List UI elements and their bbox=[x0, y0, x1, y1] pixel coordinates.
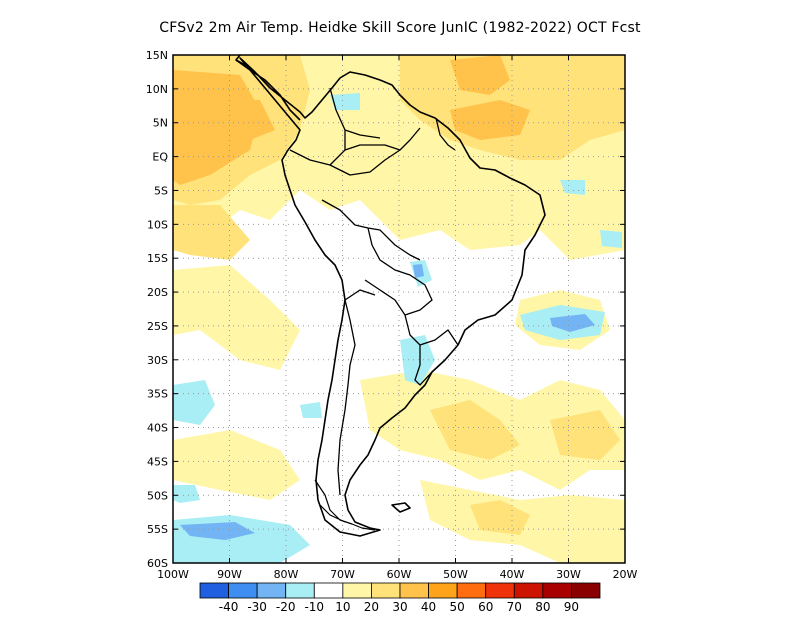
field-patch bbox=[173, 265, 300, 370]
falkland-islands bbox=[391, 502, 411, 513]
field-patch bbox=[400, 335, 435, 385]
colorbar-label: 90 bbox=[564, 600, 579, 614]
colorbar-label: 50 bbox=[450, 600, 465, 614]
field-patch bbox=[470, 500, 530, 535]
colorbar-swatch bbox=[256, 582, 287, 599]
central-america bbox=[235, 59, 271, 89]
colorbar-swatch bbox=[371, 582, 401, 599]
colorbar-swatch bbox=[428, 582, 458, 599]
colorbar-swatch bbox=[571, 582, 601, 599]
lon-tick-label: 70W bbox=[330, 568, 355, 581]
colorbar-swatch bbox=[456, 582, 487, 599]
colorbar-swatch bbox=[542, 582, 572, 599]
lat-tick-label: EQ bbox=[152, 151, 168, 164]
lat-tick-label: 25S bbox=[147, 320, 168, 333]
lat-tick-label: 45S bbox=[147, 455, 168, 468]
field-patch bbox=[450, 55, 510, 95]
colorbar-swatch bbox=[199, 582, 229, 599]
colorbar-swatch bbox=[485, 582, 515, 599]
lon-tick-label: 20W bbox=[613, 568, 638, 581]
colorbar-label: -30 bbox=[247, 600, 267, 614]
colorbar-label: -10 bbox=[304, 600, 324, 614]
lat-tick-label: 35S bbox=[147, 388, 168, 401]
map-grid bbox=[173, 55, 625, 563]
lat-tick-label: 10S bbox=[147, 218, 168, 231]
colorbar-swatch bbox=[285, 582, 315, 599]
chart-title: CFSv2 2m Air Temp. Heidke Skill Score Ju… bbox=[159, 20, 641, 36]
colorbar-label: -20 bbox=[276, 600, 296, 614]
field-patch bbox=[330, 93, 360, 110]
lat-axis-labels: 15N 10N 5N EQ 5S 10S 15S 20S 25S 30S 35S 40S 45S 50S 5… bbox=[146, 49, 625, 570]
field-patch bbox=[173, 485, 200, 503]
lat-tick-label: 5S bbox=[154, 184, 168, 197]
lat-tick-label: 55S bbox=[147, 523, 168, 536]
colorbar-label: 30 bbox=[392, 600, 407, 614]
colorbar-swatch bbox=[313, 582, 344, 599]
field-patch bbox=[550, 410, 620, 460]
skill-score-field bbox=[173, 55, 625, 563]
tierra-del-fuego bbox=[314, 479, 376, 531]
field-patch bbox=[600, 230, 622, 248]
field-patch bbox=[300, 402, 322, 418]
lat-tick-label: 40S bbox=[147, 422, 168, 435]
colorbar-label: -40 bbox=[219, 600, 239, 614]
lon-axis-labels: 100W 90W 80W 70W 60W 50W 40W 30W 20W bbox=[157, 55, 638, 581]
lon-tick-label: 90W bbox=[217, 568, 242, 581]
colorbar-label: 20 bbox=[364, 600, 379, 614]
lat-tick-label: 15N bbox=[146, 49, 168, 62]
field-patch bbox=[550, 314, 595, 332]
lat-tick-label: 50S bbox=[147, 489, 168, 502]
lon-tick-label: 50W bbox=[443, 568, 468, 581]
colorbar-label: 80 bbox=[535, 600, 550, 614]
colorbar-label: 60 bbox=[478, 600, 493, 614]
lon-tick-label: 80W bbox=[274, 568, 299, 581]
lat-tick-label: 5N bbox=[153, 117, 168, 130]
colorbar-label: 10 bbox=[335, 600, 350, 614]
lat-tick-label: 10N bbox=[146, 83, 168, 96]
field-patch bbox=[413, 264, 424, 278]
field-patch bbox=[430, 400, 520, 460]
colorbar-label: 70 bbox=[507, 600, 522, 614]
field-patch bbox=[173, 430, 300, 500]
colorbar: -40 -30 -20 -10 10 20 30 40 50 60 70 80 90 bbox=[199, 582, 601, 614]
lon-tick-label: 100W bbox=[157, 568, 189, 581]
lat-tick-label: 15S bbox=[147, 252, 168, 265]
field-patch bbox=[173, 380, 215, 425]
country-borders bbox=[289, 87, 459, 496]
coastlines bbox=[235, 55, 546, 537]
colorbar-swatch bbox=[513, 582, 544, 599]
colorbar-swatch bbox=[399, 582, 429, 599]
lat-tick-label: 30S bbox=[147, 354, 168, 367]
field-patch bbox=[173, 205, 250, 260]
colorbar-label: 40 bbox=[421, 600, 436, 614]
field-patch bbox=[180, 522, 255, 540]
field-patch bbox=[560, 180, 585, 195]
lat-tick-label: 60S bbox=[147, 557, 168, 570]
lon-tick-label: 30W bbox=[556, 568, 581, 581]
field-patch bbox=[210, 100, 275, 140]
field-patch bbox=[450, 100, 530, 140]
lon-tick-label: 60W bbox=[387, 568, 412, 581]
colorbar-swatch bbox=[228, 582, 258, 599]
lon-tick-label: 40W bbox=[500, 568, 525, 581]
lat-tick-label: 20S bbox=[147, 286, 168, 299]
colorbar-swatch bbox=[342, 582, 372, 599]
